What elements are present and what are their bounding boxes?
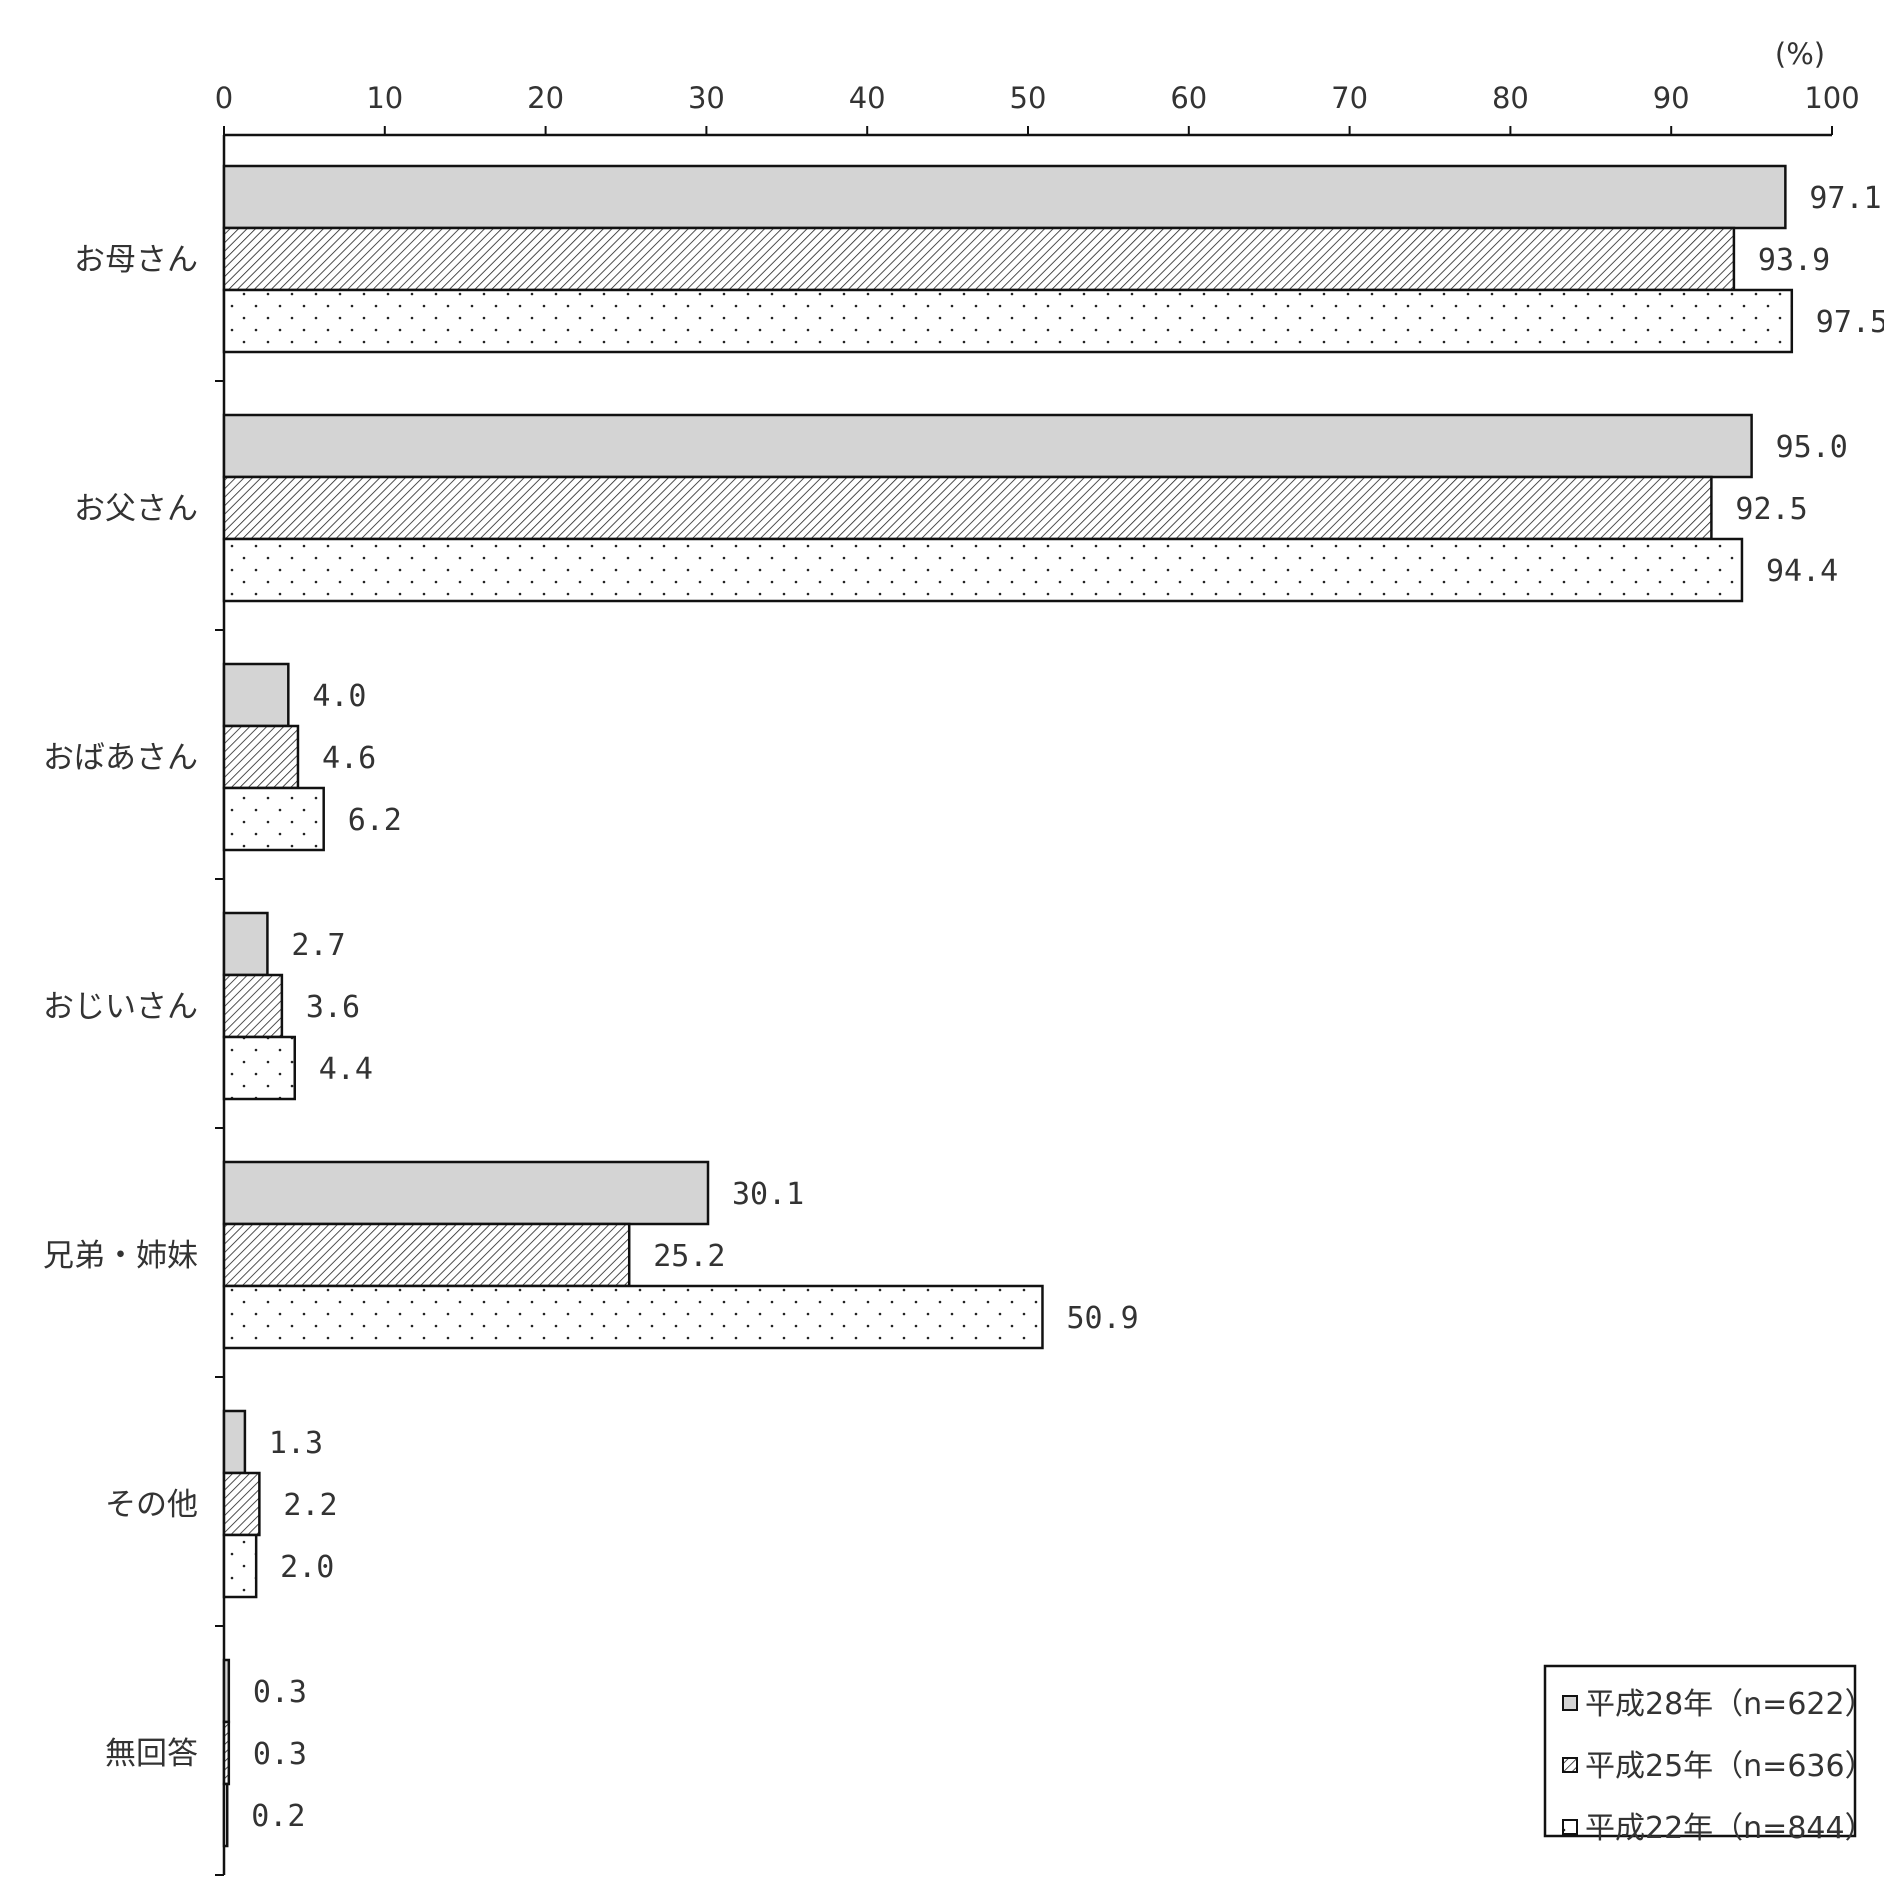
x-tick-label: 60 (1170, 81, 1207, 115)
bar (222, 1035, 297, 1101)
data-label: 93.9 (1758, 243, 1830, 278)
category-label: 兄弟・姉妹 (43, 1238, 198, 1274)
data-label: 2.0 (280, 1550, 334, 1585)
bar (222, 413, 1753, 479)
data-label: 4.6 (322, 741, 376, 776)
unit-label: (%) (1775, 37, 1825, 71)
bar (222, 973, 284, 1039)
category-label: その他 (105, 1487, 198, 1523)
bar (222, 724, 300, 790)
x-tick-label: 80 (1492, 81, 1529, 115)
x-tick-label: 10 (366, 81, 403, 115)
data-label: 97.5 (1816, 305, 1884, 340)
legend-swatch (1562, 1819, 1578, 1835)
category-label: おじいさん (43, 989, 198, 1025)
data-label: 50.9 (1066, 1301, 1138, 1336)
data-label: 97.1 (1809, 181, 1881, 216)
legend: 平成28年（n=622） 平成25年（n=636） 平成22年（n=844） (1543, 1664, 1875, 1846)
data-label: 92.5 (1735, 492, 1807, 527)
bar (222, 1658, 231, 1724)
data-label: 6.2 (348, 803, 402, 838)
category-label: お父さん (74, 491, 198, 527)
legend-entry: 平成25年（n=636） (1585, 1749, 1875, 1784)
category-label: おばあさん (43, 740, 198, 776)
x-tick-label: 50 (1010, 81, 1047, 115)
data-label: 0.3 (253, 1737, 307, 1772)
bar (222, 786, 325, 852)
data-label: 4.0 (312, 679, 366, 714)
axes: 0 10 20 30 40 50 60 70 80 90 100 (%) お母さんお父さんおばあさんおじ… (43, 37, 1860, 1876)
bar (222, 1222, 631, 1288)
category-label: お母さん (74, 242, 198, 278)
bar (222, 1720, 231, 1786)
bar (222, 1782, 229, 1848)
bar (222, 1533, 258, 1599)
legend-swatch (1562, 1757, 1578, 1773)
bar (222, 288, 1794, 354)
x-tick-label: 70 (1331, 81, 1368, 115)
data-label: 94.4 (1766, 554, 1838, 589)
data-label: 30.1 (732, 1177, 804, 1212)
x-tick-label: 30 (688, 81, 725, 115)
bars (222, 164, 1794, 1848)
data-label: 4.4 (319, 1052, 373, 1087)
data-label: 0.3 (253, 1675, 307, 1710)
legend-swatch (1562, 1695, 1578, 1711)
bar (222, 164, 1787, 230)
x-tick-label: 100 (1804, 81, 1859, 115)
data-label: 95.0 (1776, 430, 1848, 465)
category-label: 無回答 (105, 1736, 198, 1772)
data-label: 2.2 (283, 1488, 337, 1523)
bar (222, 662, 290, 728)
bar (222, 226, 1736, 292)
bar (222, 1160, 710, 1226)
data-label: 1.3 (269, 1426, 323, 1461)
bar (222, 1409, 247, 1475)
bar (222, 475, 1713, 541)
bar (222, 1471, 261, 1537)
bar (222, 911, 269, 977)
data-label: 25.2 (653, 1239, 725, 1274)
bar (222, 537, 1744, 603)
data-label: 3.6 (306, 990, 360, 1025)
data-label: 2.7 (291, 928, 345, 963)
legend-entry: 平成28年（n=622） (1585, 1687, 1875, 1722)
legend-entry: 平成22年（n=844） (1585, 1811, 1875, 1846)
x-tick-label: 90 (1653, 81, 1690, 115)
value-labels: 97.1 93.9 97.5 95.0 92.5 94.4 4.0 4.6 6.2 2.7 3.6 4… (251, 181, 1884, 1834)
legend-box (1543, 1664, 1857, 1838)
bar (222, 1284, 1044, 1350)
x-tick-label: 0 (215, 81, 233, 115)
x-tick-label: 40 (849, 81, 886, 115)
data-label: 0.2 (251, 1799, 305, 1834)
x-tick-label: 20 (527, 81, 564, 115)
